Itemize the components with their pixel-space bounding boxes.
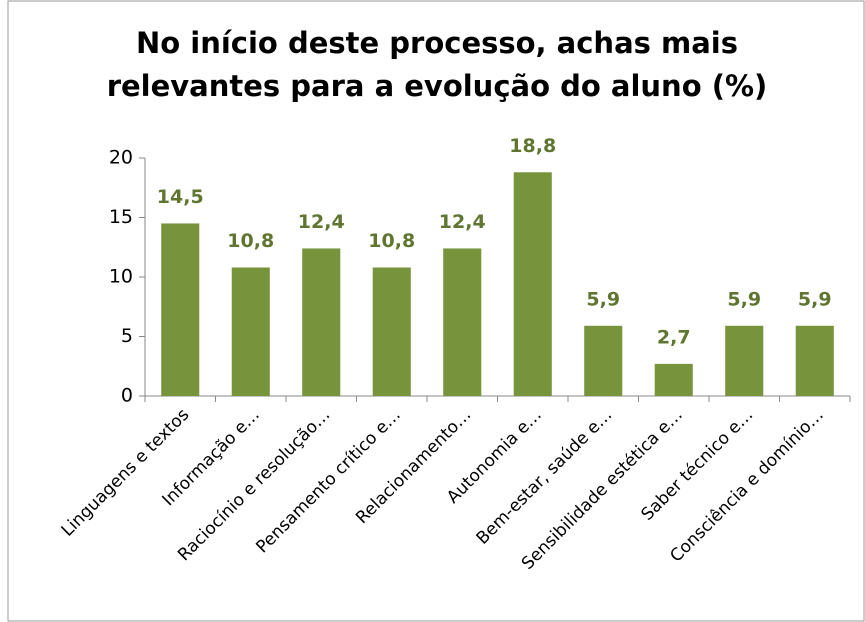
value-label: 12,4 [439,211,486,233]
chart-title: relevantes para a evolução do aluno (%) [107,69,768,103]
value-label: 10,8 [227,230,274,252]
chart-title: No início deste processo, achas mais [136,26,738,60]
y-tick-label: 15 [109,206,133,228]
value-label: 5,9 [586,288,620,310]
y-tick-label: 0 [121,385,133,407]
bar [513,172,552,396]
y-tick-label: 5 [121,325,133,347]
bar [372,267,411,396]
bar [795,325,834,396]
y-tick-label: 10 [109,266,133,288]
bar [231,267,270,396]
bar [443,248,482,396]
bar [584,325,623,396]
value-label: 5,9 [798,288,832,310]
bar [302,248,341,396]
bar [725,325,764,396]
value-label: 5,9 [727,288,761,310]
chart-border [7,0,865,622]
y-tick-label: 20 [109,147,133,169]
value-label: 18,8 [509,135,556,157]
value-label: 2,7 [657,326,691,348]
value-label: 14,5 [157,186,204,208]
bar [161,223,200,396]
value-label: 10,8 [368,230,415,252]
value-label: 12,4 [298,211,345,233]
bar [654,363,693,396]
